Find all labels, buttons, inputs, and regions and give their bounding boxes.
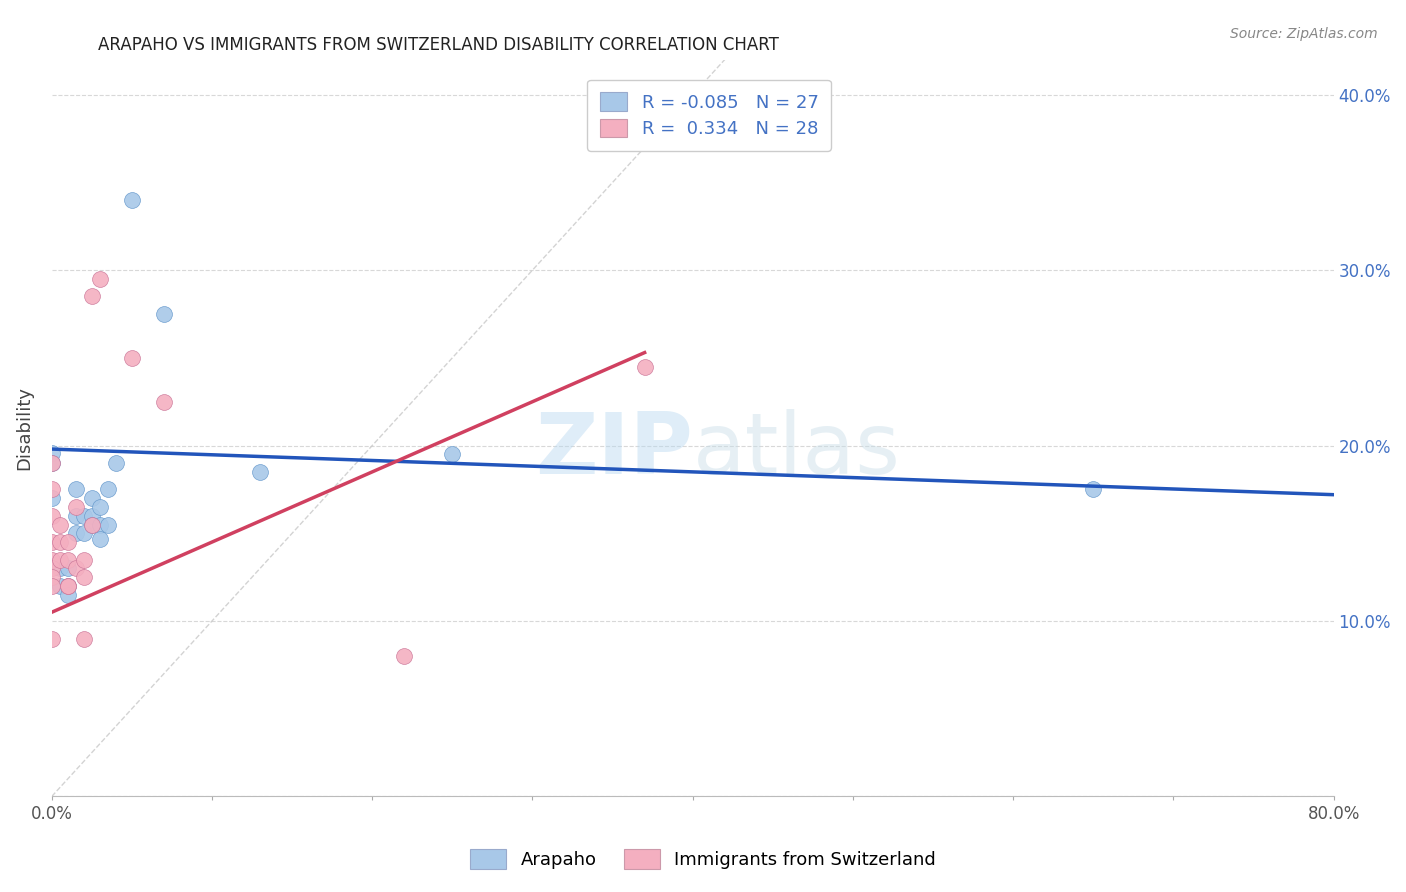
Point	[56, 588, 79, 602]
Point	[97, 517, 120, 532]
Point	[56, 579, 79, 593]
Point	[41, 535, 63, 549]
Point	[49, 579, 72, 593]
Text: atlas: atlas	[693, 409, 901, 491]
Point	[394, 649, 416, 664]
Point	[41, 552, 63, 566]
Point	[41, 570, 63, 584]
Point	[41, 579, 63, 593]
Point	[1083, 483, 1105, 497]
Point	[49, 552, 72, 566]
Point	[41, 508, 63, 523]
Point	[97, 483, 120, 497]
Point	[153, 307, 176, 321]
Point	[73, 632, 96, 646]
Point	[633, 359, 655, 374]
Point	[41, 445, 63, 459]
Point	[80, 508, 103, 523]
Point	[56, 535, 79, 549]
Point	[65, 508, 87, 523]
Point	[80, 517, 103, 532]
Point	[41, 456, 63, 470]
Point	[89, 517, 111, 532]
Point	[56, 552, 79, 566]
Point	[65, 561, 87, 575]
Point	[249, 465, 271, 479]
Point	[73, 570, 96, 584]
Point	[80, 517, 103, 532]
Point	[65, 526, 87, 541]
Point	[41, 456, 63, 470]
Text: ARAPAHO VS IMMIGRANTS FROM SWITZERLAND DISABILITY CORRELATION CHART: ARAPAHO VS IMMIGRANTS FROM SWITZERLAND D…	[98, 36, 779, 54]
Legend: R = -0.085   N = 27, R =  0.334   N = 28: R = -0.085 N = 27, R = 0.334 N = 28	[588, 79, 831, 151]
Point	[65, 500, 87, 514]
Point	[56, 579, 79, 593]
Point	[441, 447, 464, 461]
Point	[56, 579, 79, 593]
Point	[41, 561, 63, 575]
Point	[73, 552, 96, 566]
Y-axis label: Disability: Disability	[15, 386, 32, 470]
Point	[89, 500, 111, 514]
Point	[153, 394, 176, 409]
Point	[104, 456, 127, 470]
Point	[56, 561, 79, 575]
Point	[80, 289, 103, 303]
Point	[49, 535, 72, 549]
Point	[80, 491, 103, 506]
Legend: Arapaho, Immigrants from Switzerland: Arapaho, Immigrants from Switzerland	[461, 839, 945, 879]
Point	[65, 483, 87, 497]
Point	[49, 517, 72, 532]
Point	[73, 508, 96, 523]
Text: Source: ZipAtlas.com: Source: ZipAtlas.com	[1230, 27, 1378, 41]
Point	[41, 632, 63, 646]
Point	[121, 193, 143, 207]
Point	[89, 272, 111, 286]
Text: ZIP: ZIP	[534, 409, 693, 491]
Point	[121, 351, 143, 365]
Point	[41, 491, 63, 506]
Point	[73, 526, 96, 541]
Point	[41, 483, 63, 497]
Point	[89, 532, 111, 546]
Point	[49, 561, 72, 575]
